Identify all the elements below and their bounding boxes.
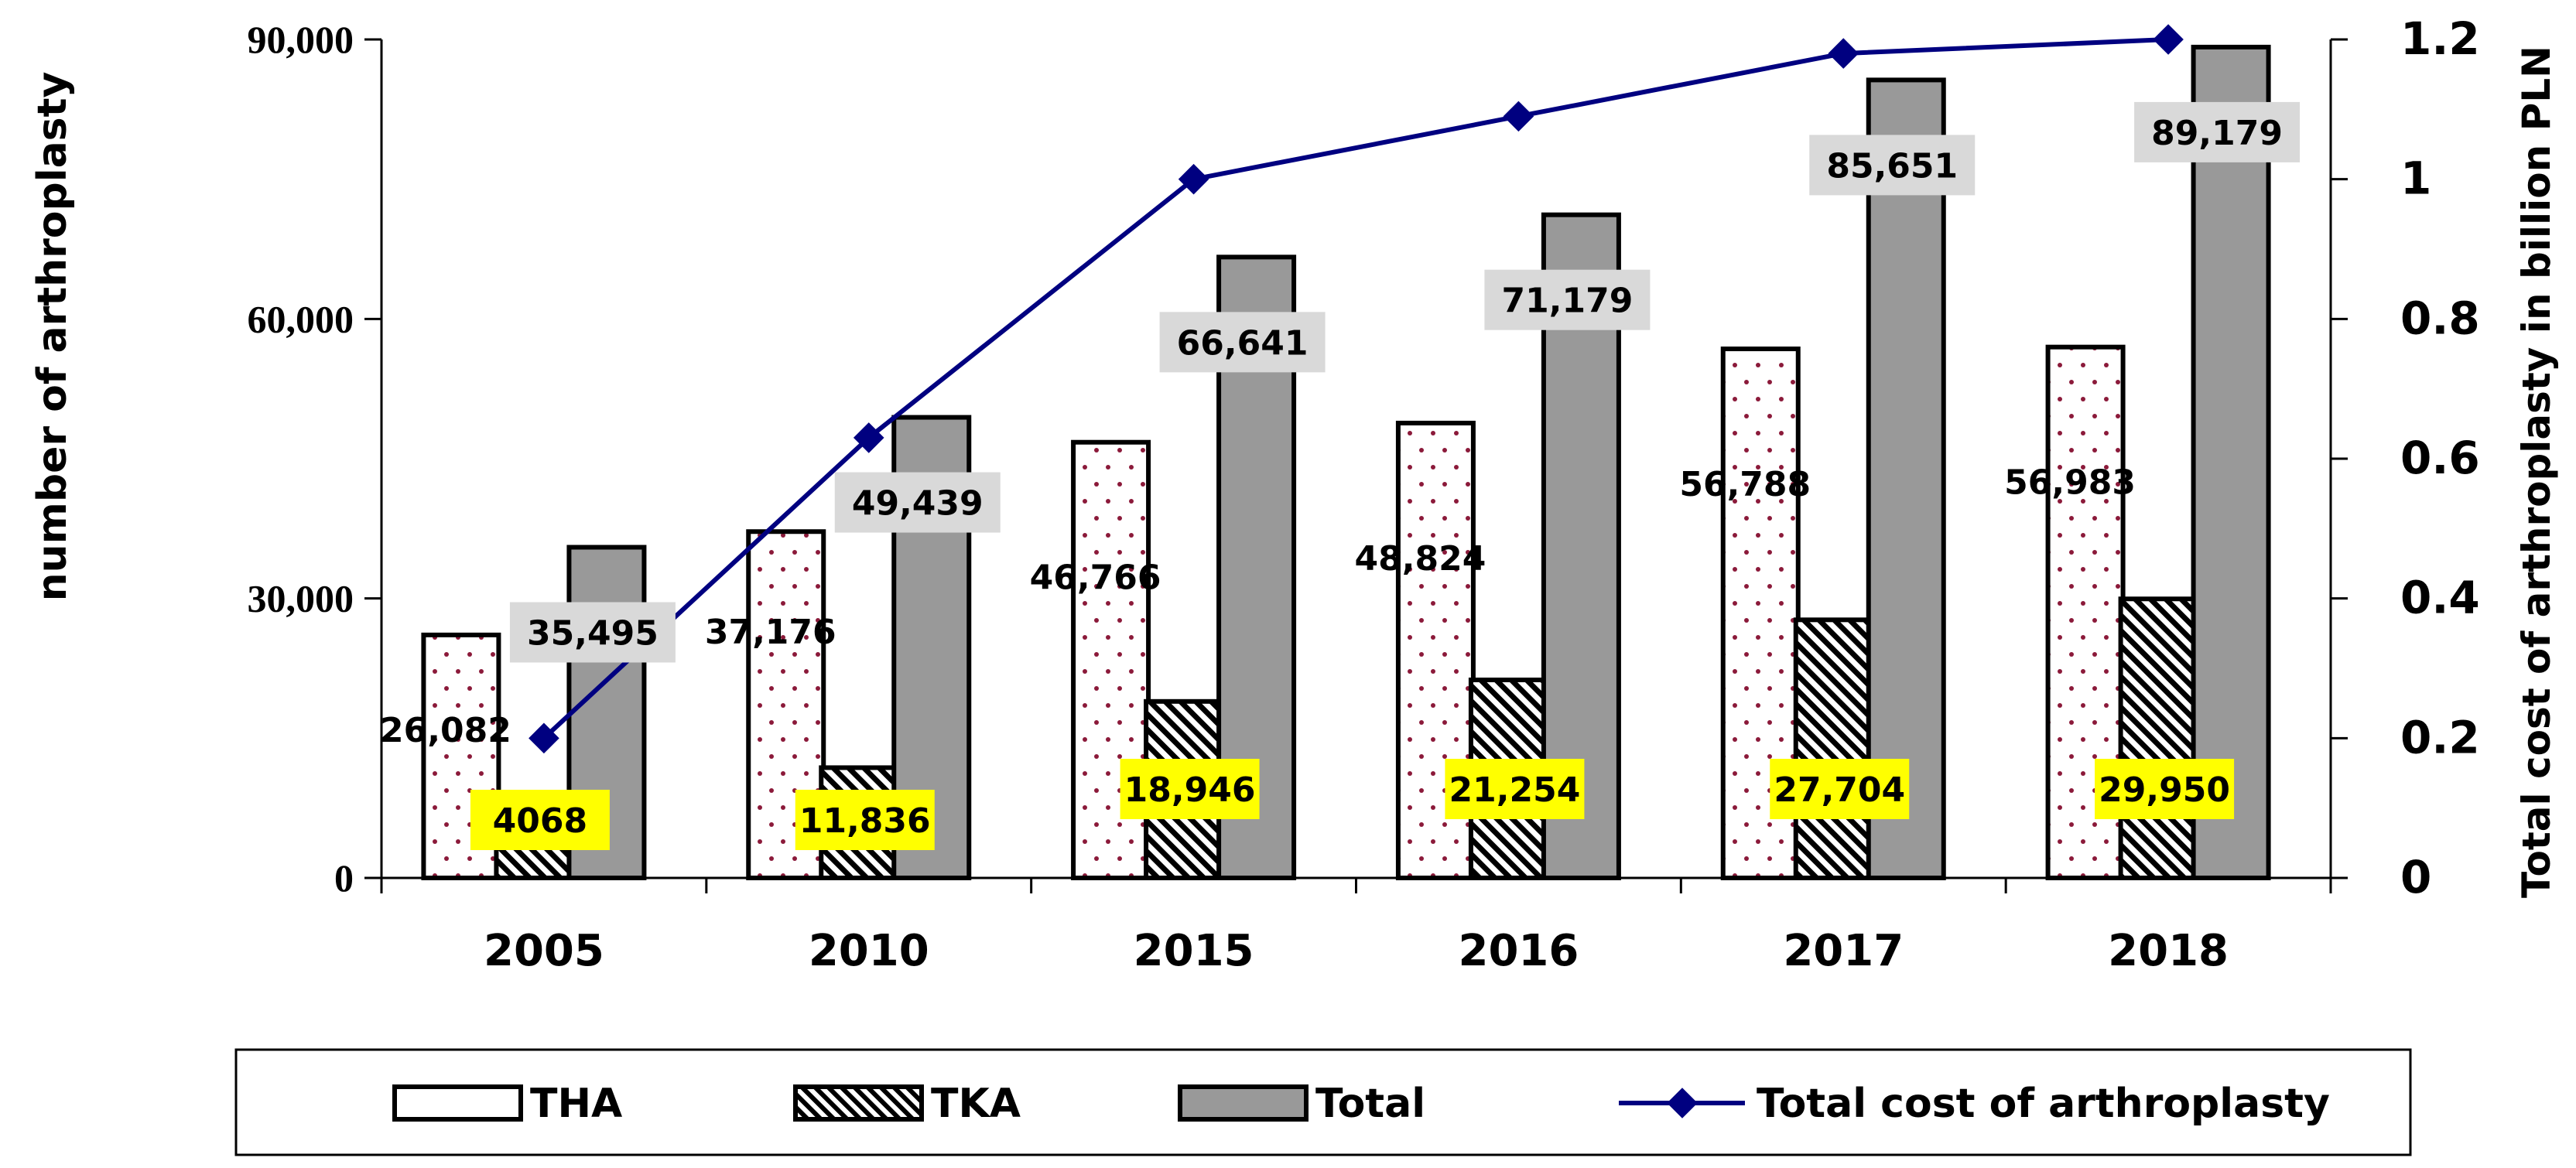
x-tick-label: 2015 [1134,926,1254,976]
label-total: 66,641 [1177,323,1309,363]
y-axis-title: number of arthroplasty [29,72,76,602]
label-tka-box [1770,759,1910,819]
label-total-box [509,602,676,663]
label-tha: 48,824 [1355,539,1486,579]
x-tick-label: 2010 [809,926,929,976]
x-tick-label: 2016 [1458,926,1579,976]
label-total: 85,651 [1826,146,1958,186]
cost-marker [853,422,884,453]
label-tka-box [2095,759,2235,819]
y2-tick-label: 1 [2400,152,2431,205]
y2-tick-label: 0.4 [2400,572,2480,624]
y2-axis-title: Total cost of arthroplasty in billion PL… [2514,46,2559,898]
legend-label-total: Total [1315,1081,1425,1127]
y-tick-label: 90,000 [248,18,354,61]
data-labels: 26,082 4068 35,495 37,176 11,836 49,439 46,766… [380,101,2301,850]
label-tka: 27,704 [1774,770,1905,810]
bar-tka [1793,617,1873,881]
label-total: 49,439 [852,484,984,524]
legend-label-tka: TKA [931,1081,1021,1127]
label-tha: 56,983 [2004,463,2136,503]
bar-total [2191,44,2271,880]
label-total: 71,179 [1502,282,1634,321]
cost-line [542,37,2169,740]
label-tka: 21,254 [1449,770,1581,810]
label-total-box [834,472,1001,533]
label-tha: 37,176 [705,613,836,652]
y2-tick-label: 0.8 [2400,292,2480,344]
label-tka-box [470,790,610,850]
label-tha: 26,082 [380,711,511,750]
legend-label-tha: THA [530,1081,622,1127]
bar-total [1866,77,1946,880]
label-tha: 56,788 [1679,465,1811,504]
label-tka: 4068 [493,801,587,841]
label-total: 35,495 [527,613,659,653]
cost-marker [1828,38,1859,69]
bars [421,44,2271,881]
x-tick-label: 2017 [1783,926,1904,976]
label-tka: 11,836 [799,801,931,841]
label-tka-box [795,790,935,850]
plot-area: 0 30,000 60,000 90,000 0 0.2 0.4 0.6 0.8 1 1.2 2005… [248,12,2480,976]
label-tka: 29,950 [2099,770,2230,810]
y2-tick-label: 0 [2400,851,2431,903]
y-tick-label: 60,000 [248,297,354,340]
cost-marker [2153,24,2184,55]
label-total-box [1484,269,1651,330]
axis-ticks: 0 30,000 60,000 90,000 0 0.2 0.4 0.6 0.8 1 1.2 2005… [248,12,2480,976]
legend-frame [234,1048,2412,1156]
y2-tick-label: 1.2 [2400,12,2480,65]
cost-marker [529,722,559,754]
label-tha: 46,766 [1030,558,1161,598]
bar-tha [2045,344,2126,880]
legend-swatch-cost-marker [1667,1088,1698,1118]
label-total: 89,179 [2151,114,2283,153]
bar-tka [2118,596,2198,880]
legend-swatch-tka [793,1084,924,1122]
y2-tick-label: 0.6 [2400,432,2480,484]
x-tick-label: 2005 [484,926,604,976]
label-total-box [2134,101,2301,162]
legend-label-cost: Total cost of arthroplasty [1757,1081,2330,1127]
cost-marker [1503,101,1534,132]
label-total-box [1159,312,1326,373]
y-tick-label: 0 [334,856,354,900]
label-tka-box [1120,759,1260,819]
legend-swatch-tha [392,1084,523,1122]
label-tka-box [1445,759,1585,819]
x-tick-label: 2018 [2108,926,2229,976]
label-total-box [1809,135,1976,196]
legend: THA TKA Total Total cost of arthroplasty [234,1048,2412,1156]
y2-tick-label: 0.2 [2400,711,2480,763]
bar-tha [746,529,826,880]
label-tka: 18,946 [1124,770,1256,810]
legend-swatch-total [1178,1084,1309,1122]
y-tick-label: 30,000 [248,577,354,620]
